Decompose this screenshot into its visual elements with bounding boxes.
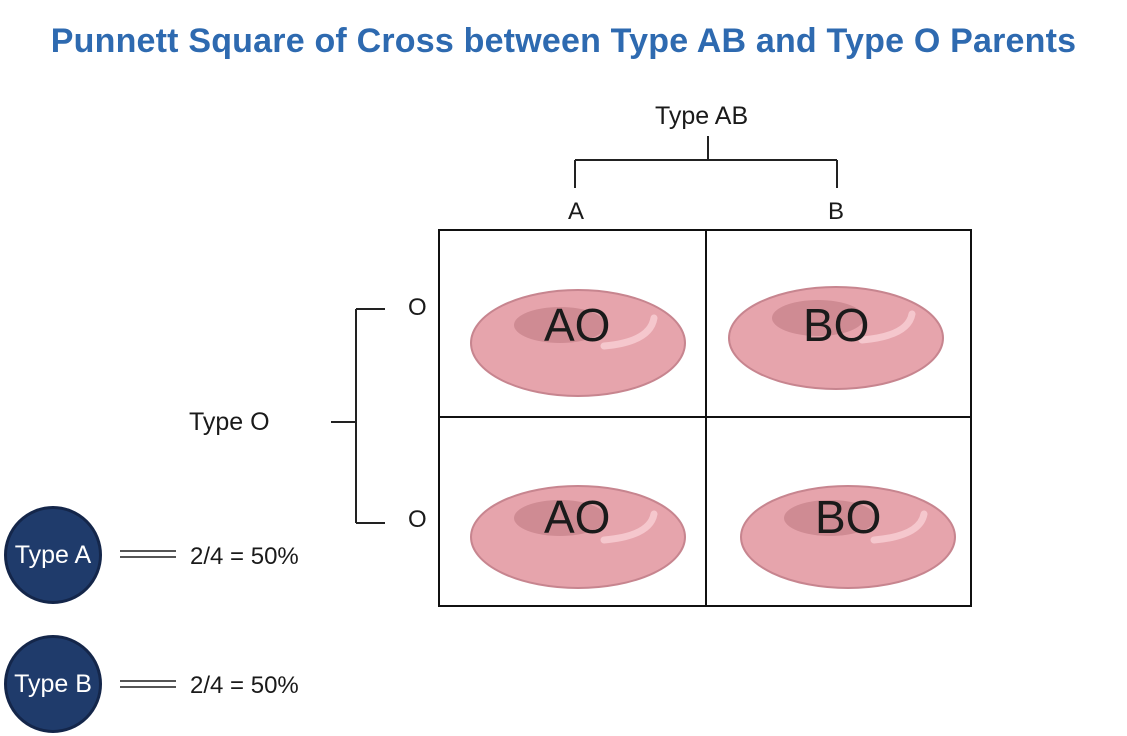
top-allele-label: B [828, 198, 845, 225]
punnett-grid [438, 229, 972, 607]
genotype-label: BO [803, 299, 870, 351]
side-parent-label: Type O [189, 408, 270, 436]
genotype-label: BO [815, 491, 882, 543]
top-allele-label: A [568, 198, 585, 225]
equals-sign [120, 550, 176, 558]
genotype-label: AO [544, 491, 611, 543]
top-parent-bracket [574, 136, 838, 188]
page-title: Punnett Square of Cross between Type AB … [50, 22, 1077, 60]
result-ratio: 2/4 = 50% [190, 543, 299, 570]
genotype-label: AO [544, 299, 611, 351]
red-blood-cell [470, 485, 686, 589]
equals-sign [120, 680, 176, 688]
red-blood-cell [728, 286, 944, 390]
side-allele-label: O [408, 506, 427, 533]
red-blood-cell [470, 289, 686, 397]
side-parent-bracket [331, 308, 385, 524]
side-allele-label: O [408, 294, 427, 321]
red-blood-cell [740, 485, 956, 589]
top-parent-label: Type AB [655, 102, 749, 130]
type-b-badge: Type B [4, 635, 102, 733]
result-ratio: 2/4 = 50% [190, 672, 299, 699]
type-a-badge: Type A [4, 506, 102, 604]
